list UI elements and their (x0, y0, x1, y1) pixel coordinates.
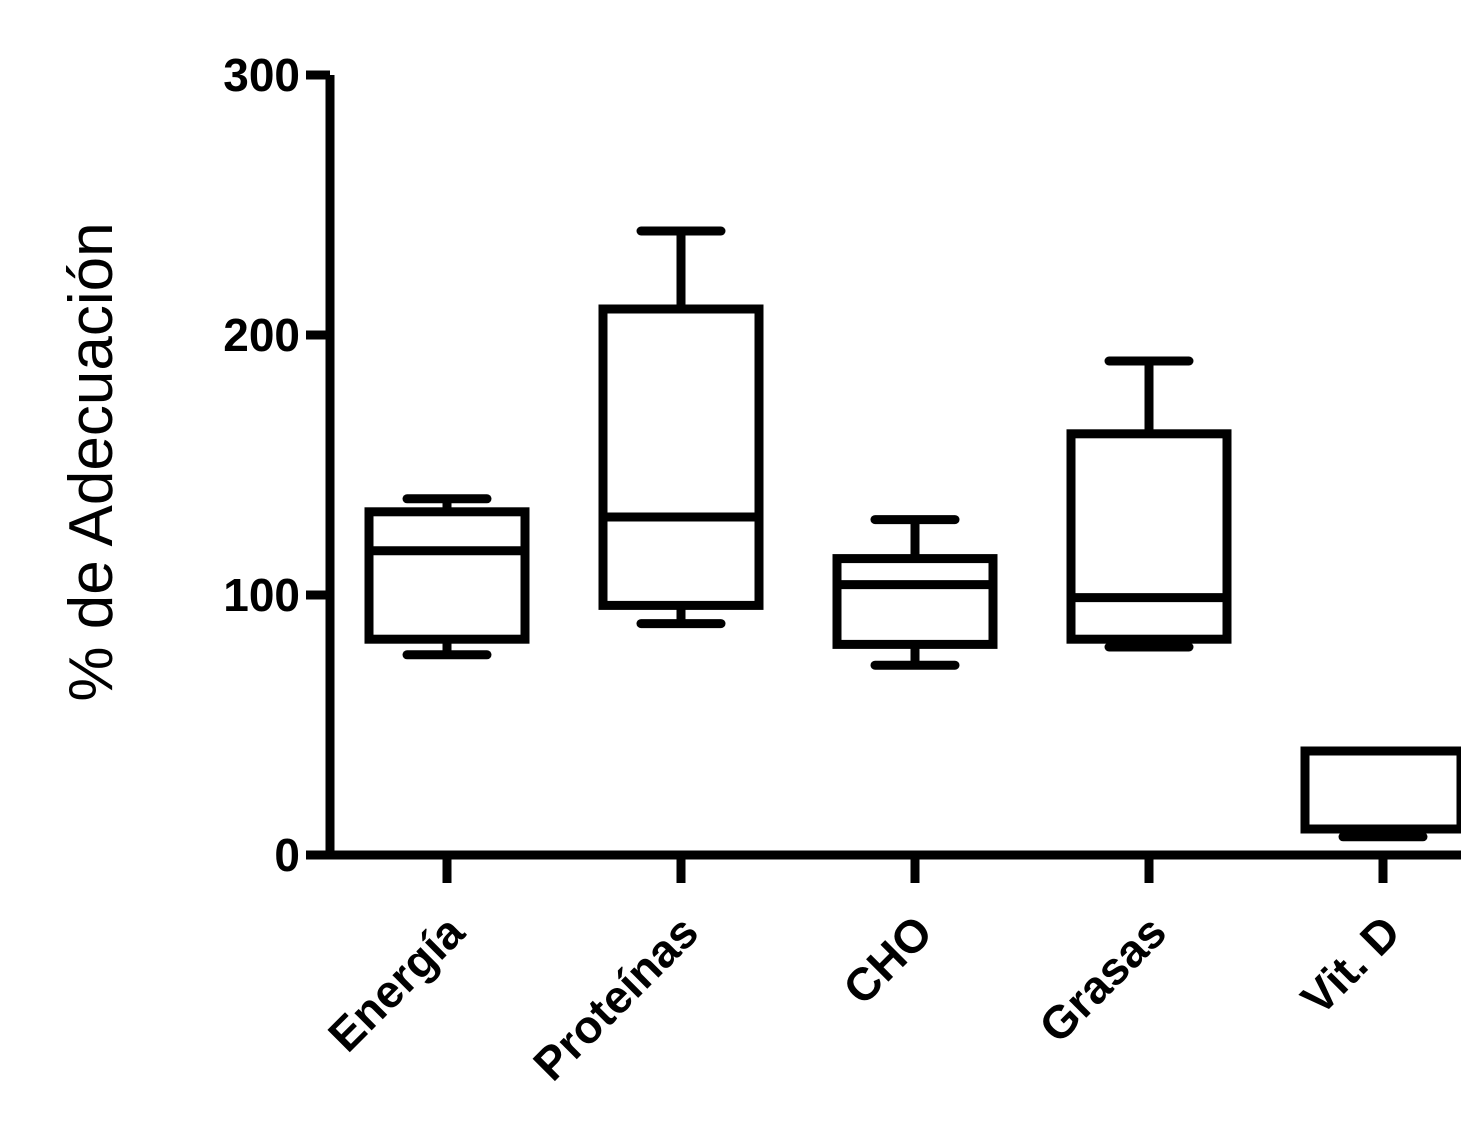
x-tick-label: Energía (318, 905, 474, 1061)
box-iqr (1066, 429, 1232, 644)
y-tick-label: 100 (223, 569, 300, 621)
box-prote-nas (598, 226, 764, 629)
boxes (364, 226, 1461, 842)
box-vit-d (1300, 746, 1461, 842)
y-tick-label: 300 (223, 49, 300, 101)
box-cho (832, 515, 998, 670)
x-tick-label: Proteínas (523, 905, 708, 1090)
y-tick-label: 0 (274, 829, 300, 881)
y-axis-label: % de Adecuación (57, 222, 126, 701)
box-energ-a (364, 494, 530, 660)
y-ticks: 0 100 200 300 (223, 49, 330, 881)
box-grasas (1066, 356, 1232, 652)
box-iqr (1300, 746, 1461, 834)
x-ticks: Energía Proteínas CHO Grasas Vit. D (318, 855, 1410, 1090)
y-tick-label: 200 (223, 309, 300, 361)
box-iqr (364, 507, 530, 644)
x-tick-label: Grasas (1029, 905, 1176, 1052)
x-tick-label: CHO (833, 905, 942, 1014)
axes (325, 75, 1461, 860)
box-iqr (598, 304, 764, 610)
box-iqr (832, 554, 998, 649)
x-tick-label: Vit. D (1291, 905, 1410, 1024)
